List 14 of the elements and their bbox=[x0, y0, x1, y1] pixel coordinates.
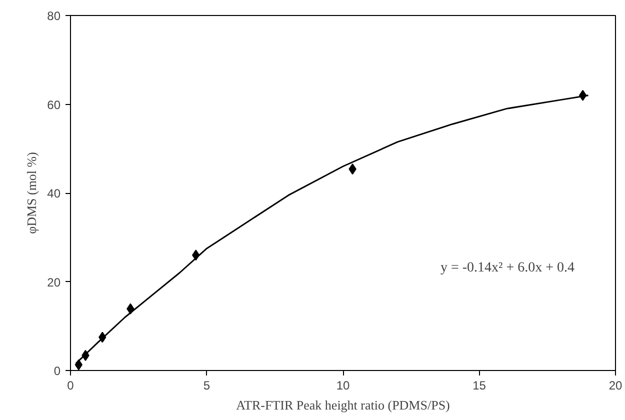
x-tick-label: 15 bbox=[472, 378, 486, 392]
point bbox=[74, 359, 83, 370]
y-axis-title: φDMS (mol %) bbox=[24, 152, 40, 234]
y-tick-label: 40 bbox=[47, 186, 61, 200]
x-tick-label: 5 bbox=[203, 378, 210, 392]
x-tick-label: 20 bbox=[608, 378, 622, 392]
y-tick-label: 0 bbox=[54, 364, 61, 378]
annotation: y = -0.14x² + 6.0x + 0.4 bbox=[440, 260, 575, 276]
x-tick-label: 10 bbox=[336, 378, 350, 392]
y-tick-label: 20 bbox=[47, 275, 61, 290]
y-tick-label: 80 bbox=[47, 9, 61, 23]
x-axis-title: ATR-FTIR Peak height ratio (PDMS/PS) bbox=[236, 398, 450, 412]
x-tick-label: 0 bbox=[67, 378, 74, 392]
y-tick-label: 60 bbox=[47, 98, 61, 112]
